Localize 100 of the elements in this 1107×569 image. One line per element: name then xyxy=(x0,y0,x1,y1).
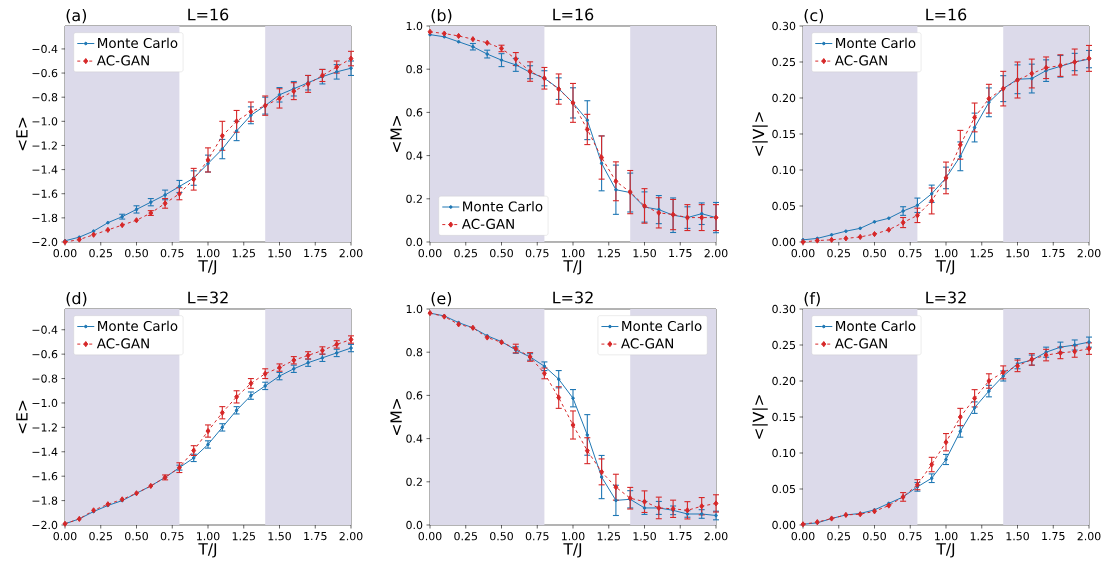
text: (b) xyxy=(431,8,452,24)
x-axis-title: T/J xyxy=(563,260,582,275)
text: (a) xyxy=(66,9,87,24)
legend-label: AC-GAN xyxy=(621,338,673,349)
x-tick-label: 1.50 xyxy=(633,532,656,541)
y-axis-title: <E> xyxy=(16,400,28,434)
x-tick-label: 0.75 xyxy=(160,249,184,258)
x-tick-label: 1.50 xyxy=(633,249,656,258)
x-tick-label: 0.75 xyxy=(525,249,549,258)
x-tick-label: 1.25 xyxy=(597,249,620,258)
y-tick-label: −1.2 xyxy=(32,423,57,432)
y-tick-label: 1.0 xyxy=(406,21,423,31)
legend-label: AC-GAN xyxy=(834,55,887,66)
y-axis-title: <M> xyxy=(390,116,402,152)
x-tick-label: 2.00 xyxy=(704,249,728,258)
y-axis-title: <E> xyxy=(16,117,28,151)
y-tick-label: −1.8 xyxy=(32,213,58,223)
legend-label: AC-GAN xyxy=(96,338,149,349)
y-tick-label: −1.0 xyxy=(32,117,58,126)
x-tick-label: 1.25 xyxy=(232,532,255,541)
x-tick-label: 1.25 xyxy=(970,532,993,541)
x-tick-label: 2.00 xyxy=(1077,532,1101,541)
text: (f) xyxy=(804,292,820,307)
y-tick-label: −2.0 xyxy=(32,237,58,247)
y-tick-label: 0.0 xyxy=(406,520,423,530)
x-tick-label: 1.25 xyxy=(970,249,993,258)
legend-label: Monte Carlo xyxy=(836,37,916,49)
x-axis-title: T/J xyxy=(198,260,217,275)
y-tick-label: 0.05 xyxy=(772,201,796,211)
y-tick-label: −0.8 xyxy=(32,93,58,102)
y-tick-label: −1.4 xyxy=(32,165,58,174)
y-tick-label: −0.8 xyxy=(32,374,58,383)
y-tick-label: −1.0 xyxy=(32,398,58,408)
x-tick-label: 1.75 xyxy=(669,532,692,541)
y-axis-title: <M> xyxy=(390,399,402,435)
x-tick-label: 0.75 xyxy=(898,249,922,258)
y-tick-label: 0.2 xyxy=(406,477,422,486)
text: (c) xyxy=(804,9,824,24)
x-tick-label: 1.00 xyxy=(935,532,958,541)
x-tick-label: 0.00 xyxy=(791,249,815,258)
x-tick-label: 0.50 xyxy=(125,532,148,541)
y-tick-label: −1.4 xyxy=(32,447,58,456)
y-tick-label: −0.4 xyxy=(32,44,58,54)
y-tick-label: 0.6 xyxy=(406,108,423,117)
x-tick-label: 0.00 xyxy=(791,532,815,541)
y-tick-label: 0.10 xyxy=(772,448,796,458)
x-tick-label: 1.75 xyxy=(304,532,327,541)
y-tick-label: 0.4 xyxy=(406,434,423,443)
y-tick-label: 0.20 xyxy=(772,376,796,386)
x-tick-label: 1.00 xyxy=(562,532,585,541)
x-tick-label: 1.50 xyxy=(1006,532,1029,541)
x-tick-label: 0.25 xyxy=(89,532,112,541)
y-tick-label: 0.30 xyxy=(772,304,796,314)
x-tick-label: 0.25 xyxy=(454,532,477,541)
y-tick-label: 0.00 xyxy=(772,237,796,247)
chart-title: L=16 xyxy=(553,8,594,21)
x-tick-label: 0.75 xyxy=(525,532,549,541)
x-tick-label: 0.50 xyxy=(863,532,886,541)
legend-label: Monte Carlo xyxy=(98,37,178,49)
x-tick-label: 0.25 xyxy=(454,249,477,258)
y-tick-label: 0.15 xyxy=(772,129,796,139)
y-tick-label: 0.15 xyxy=(772,412,796,422)
x-axis-title: T/J xyxy=(198,543,217,558)
x-tick-label: 2.00 xyxy=(1077,249,1101,258)
x-tick-label: 0.25 xyxy=(827,249,850,258)
x-tick-label: 1.25 xyxy=(232,249,255,258)
x-tick-label: 0.25 xyxy=(827,532,850,541)
chart-title: L=16 xyxy=(188,8,229,21)
y-tick-label: −1.8 xyxy=(32,496,58,505)
x-tick-label: 0.00 xyxy=(418,532,442,541)
text: (d) xyxy=(66,292,87,307)
y-tick-label: −2.0 xyxy=(32,520,58,530)
y-axis-title: <|V|> xyxy=(752,395,768,439)
x-tick-label: 0.75 xyxy=(898,532,922,541)
y-tick-label: 0.8 xyxy=(406,65,423,74)
legend-label: AC-GAN xyxy=(461,218,514,230)
x-tick-label: 1.00 xyxy=(197,249,220,258)
y-tick-label: 0.00 xyxy=(772,520,796,530)
x-tick-label: 0.00 xyxy=(53,249,77,258)
text: (e) xyxy=(431,292,452,307)
y-tick-label: 0.4 xyxy=(406,151,423,160)
legend-label: AC-GAN xyxy=(96,55,149,66)
y-tick-label: 0.20 xyxy=(772,93,796,103)
y-tick-label: 0.05 xyxy=(772,484,796,494)
y-tick-label: 0.25 xyxy=(772,340,796,350)
x-tick-label: 0.50 xyxy=(490,532,513,541)
x-tick-label: 2.00 xyxy=(339,249,363,258)
y-axis-title: <|V|> xyxy=(752,112,768,156)
legend-label: Monte Carlo xyxy=(98,320,178,332)
y-tick-label: −0.6 xyxy=(32,68,58,78)
x-tick-label: 2.00 xyxy=(704,532,728,541)
chart-title: L=16 xyxy=(926,8,967,21)
chart-title: L=32 xyxy=(188,291,228,304)
x-tick-label: 1.75 xyxy=(1042,249,1065,258)
x-tick-label: 0.25 xyxy=(89,249,112,258)
x-tick-label: 1.50 xyxy=(1006,249,1029,258)
x-tick-label: 0.00 xyxy=(53,532,77,541)
x-tick-label: 0.50 xyxy=(863,249,886,258)
y-tick-label: 0.30 xyxy=(772,21,796,31)
x-tick-label: 1.50 xyxy=(268,249,291,258)
